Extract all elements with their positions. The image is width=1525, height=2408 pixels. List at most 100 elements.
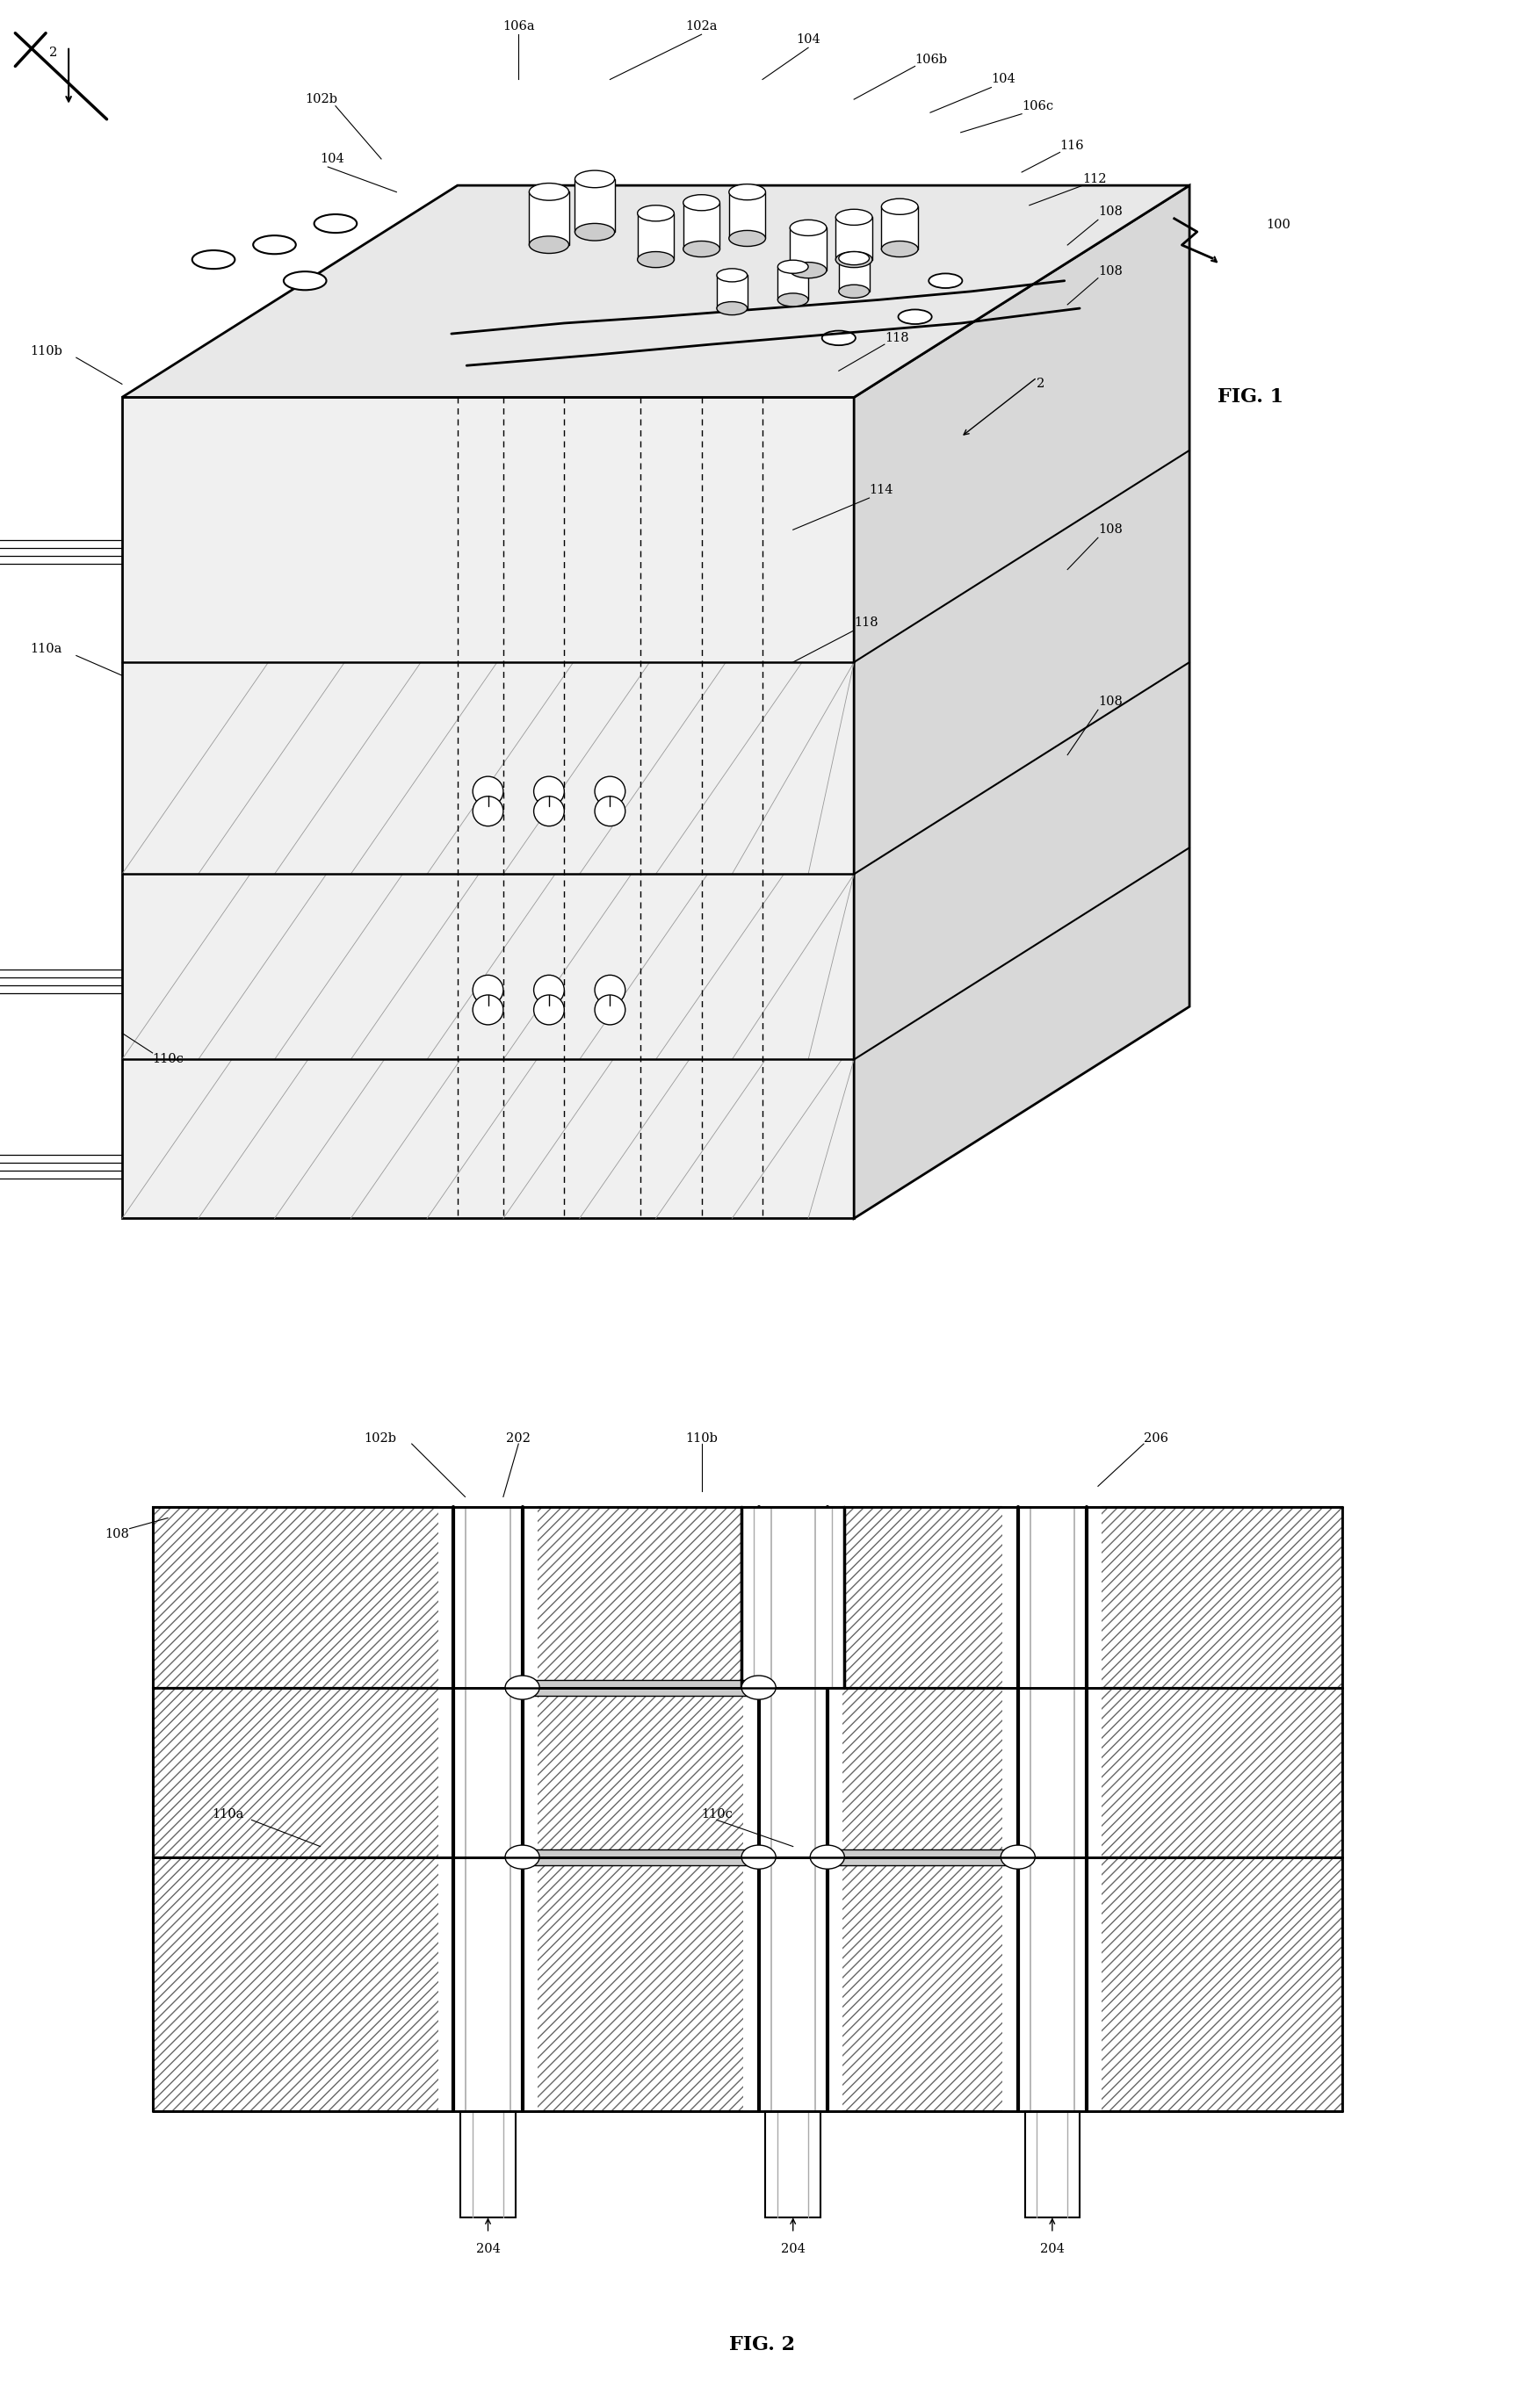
Text: 108: 108: [1098, 696, 1122, 708]
Bar: [1025, 2112, 1080, 2218]
Ellipse shape: [881, 197, 918, 214]
Polygon shape: [683, 202, 720, 248]
Ellipse shape: [717, 301, 747, 315]
Ellipse shape: [717, 270, 747, 282]
Ellipse shape: [741, 1845, 776, 1869]
Text: FIG. 1: FIG. 1: [1217, 388, 1284, 407]
Ellipse shape: [473, 995, 503, 1026]
Text: 202: 202: [506, 1433, 531, 1445]
Ellipse shape: [529, 183, 569, 200]
Text: 106a: 106a: [502, 19, 535, 34]
Text: 110b: 110b: [30, 344, 63, 356]
Ellipse shape: [741, 1676, 776, 1700]
Ellipse shape: [534, 995, 564, 1026]
Bar: [454, 1507, 522, 2112]
Text: 106b: 106b: [915, 53, 947, 65]
Ellipse shape: [637, 250, 674, 267]
Polygon shape: [778, 267, 808, 301]
Text: 102b: 102b: [364, 1433, 396, 1445]
Ellipse shape: [595, 995, 625, 1026]
Polygon shape: [575, 178, 615, 231]
Ellipse shape: [637, 205, 674, 222]
Text: 104: 104: [991, 72, 1016, 87]
Ellipse shape: [839, 250, 869, 265]
Ellipse shape: [683, 195, 720, 209]
Text: 108: 108: [1098, 265, 1122, 277]
Text: 110a: 110a: [30, 643, 63, 655]
Polygon shape: [529, 193, 569, 246]
Text: 2: 2: [1037, 378, 1045, 390]
Ellipse shape: [534, 775, 564, 807]
Bar: [1003, 1683, 1101, 1861]
Bar: [744, 1683, 842, 1861]
Text: 110a: 110a: [212, 1808, 244, 1820]
Bar: [153, 1857, 1342, 2112]
Text: 118: 118: [884, 332, 909, 344]
Polygon shape: [854, 185, 1190, 1218]
Polygon shape: [122, 185, 1190, 397]
Bar: [439, 1852, 537, 2117]
Bar: [153, 1688, 1342, 1857]
Text: FIG. 2: FIG. 2: [729, 2336, 796, 2355]
Bar: [522, 1681, 758, 1695]
Ellipse shape: [529, 236, 569, 253]
Ellipse shape: [505, 1676, 540, 1700]
Bar: [766, 2112, 820, 2218]
Ellipse shape: [595, 975, 625, 1004]
Bar: [741, 1507, 845, 1688]
Ellipse shape: [810, 1845, 845, 1869]
Ellipse shape: [534, 975, 564, 1004]
Text: 102b: 102b: [305, 94, 337, 106]
Ellipse shape: [683, 241, 720, 258]
Polygon shape: [881, 207, 918, 248]
Ellipse shape: [836, 250, 872, 267]
Ellipse shape: [839, 284, 869, 299]
Bar: [439, 1503, 537, 1693]
Ellipse shape: [790, 219, 827, 236]
Bar: [1003, 1852, 1101, 2117]
Ellipse shape: [314, 214, 357, 234]
Ellipse shape: [575, 224, 615, 241]
Ellipse shape: [534, 797, 564, 826]
Text: 206: 206: [1144, 1433, 1168, 1445]
Ellipse shape: [473, 797, 503, 826]
Text: 204: 204: [476, 2242, 500, 2256]
Ellipse shape: [473, 775, 503, 807]
Bar: [744, 1503, 842, 1693]
Ellipse shape: [505, 1845, 540, 1869]
Text: 110c: 110c: [153, 1052, 185, 1067]
Ellipse shape: [729, 183, 766, 200]
Bar: [827, 1849, 1019, 1864]
Polygon shape: [836, 217, 872, 260]
Text: 116: 116: [1060, 140, 1084, 152]
Text: 108: 108: [1098, 523, 1122, 537]
Bar: [461, 2112, 515, 2218]
Text: 204: 204: [1040, 2242, 1064, 2256]
Ellipse shape: [595, 797, 625, 826]
Ellipse shape: [881, 241, 918, 258]
Text: 114: 114: [869, 484, 894, 496]
Ellipse shape: [929, 275, 962, 289]
Text: 110b: 110b: [685, 1433, 718, 1445]
Bar: [153, 1507, 1342, 1688]
Ellipse shape: [729, 231, 766, 246]
Polygon shape: [122, 397, 854, 1218]
Ellipse shape: [898, 311, 932, 325]
Ellipse shape: [822, 330, 856, 344]
Bar: [439, 1683, 537, 1861]
Ellipse shape: [595, 775, 625, 807]
Ellipse shape: [790, 262, 827, 279]
Ellipse shape: [836, 209, 872, 224]
Text: 112: 112: [1083, 173, 1107, 185]
Text: 2: 2: [49, 46, 58, 60]
Ellipse shape: [1000, 1845, 1035, 1869]
Bar: [759, 1507, 827, 2112]
Bar: [1019, 1507, 1086, 2112]
Polygon shape: [729, 193, 766, 238]
Bar: [153, 1507, 1342, 1688]
Text: 118: 118: [854, 616, 878, 628]
Polygon shape: [790, 229, 827, 270]
Ellipse shape: [192, 250, 235, 270]
Text: 104: 104: [320, 152, 345, 166]
Text: 204: 204: [781, 2242, 805, 2256]
